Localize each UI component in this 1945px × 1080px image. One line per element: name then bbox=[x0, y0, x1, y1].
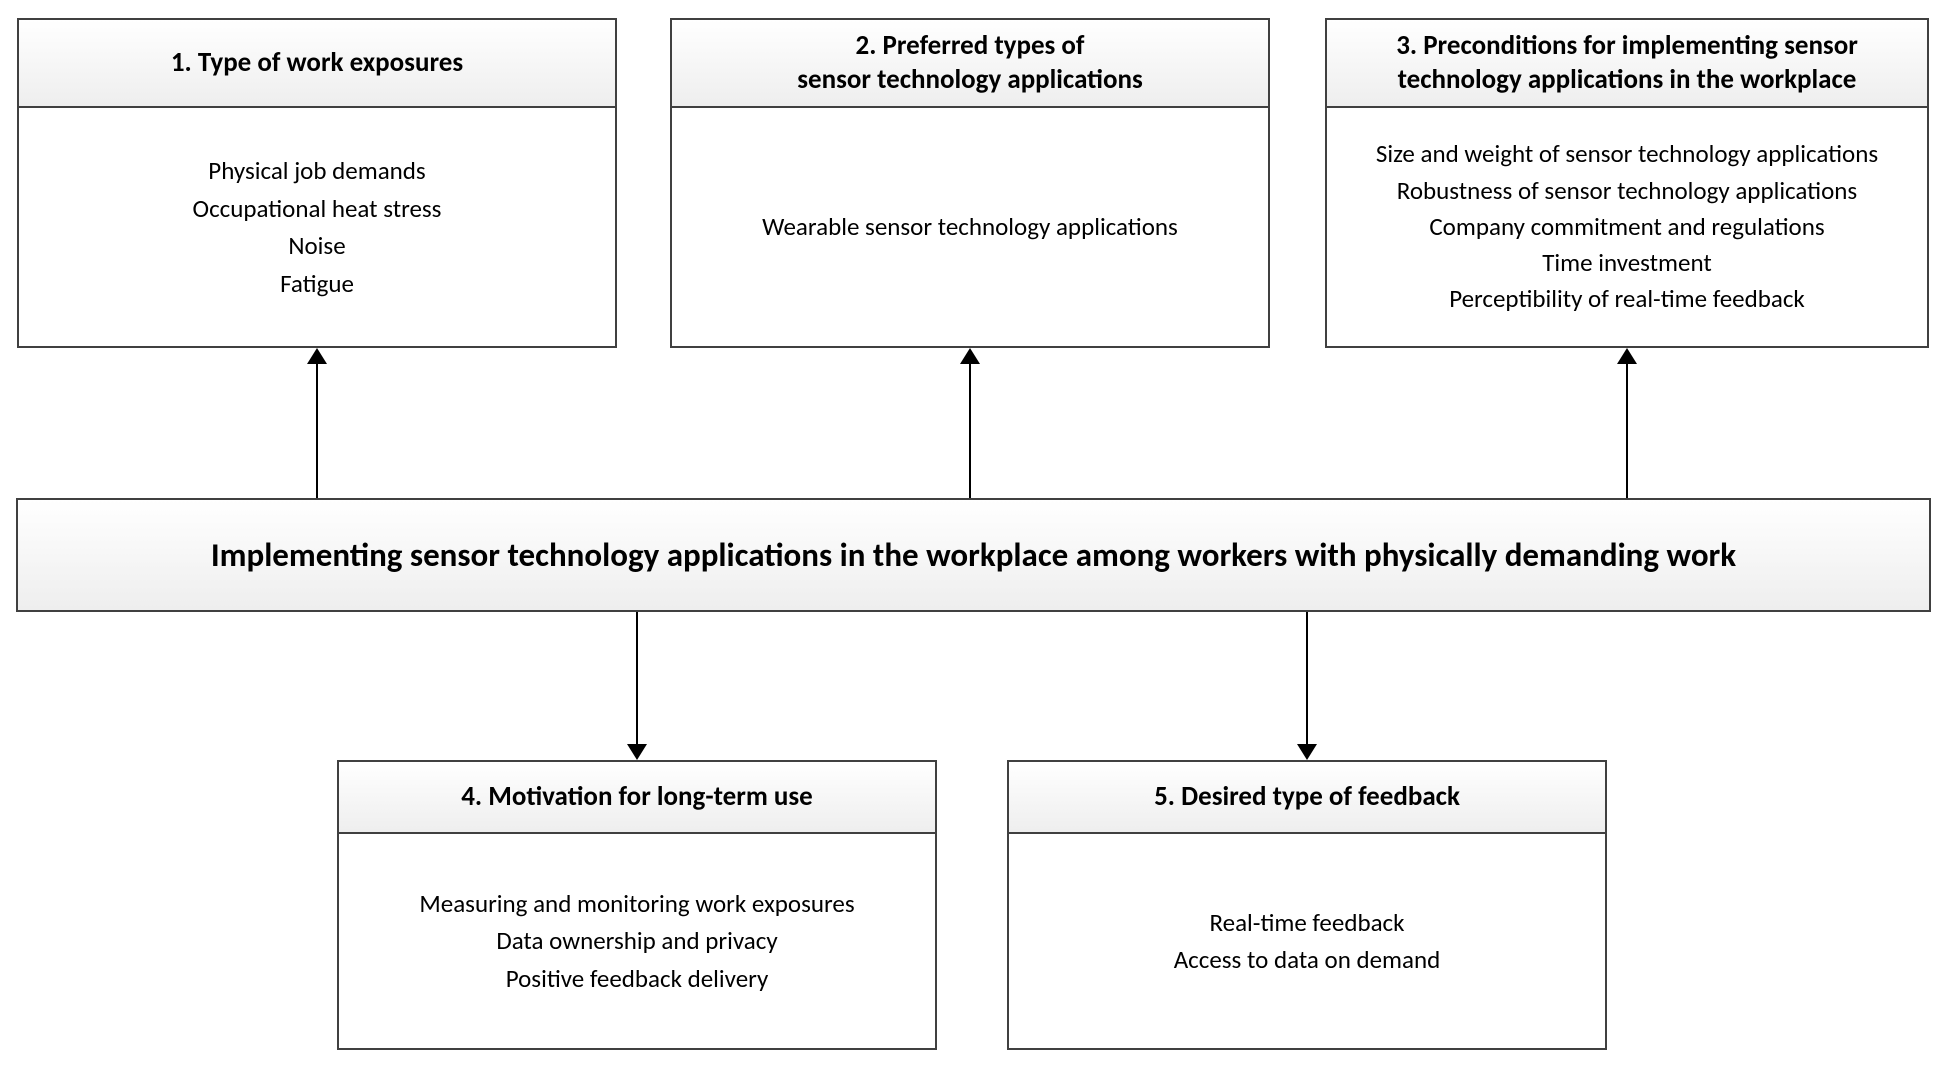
box1-item: Occupational heat stress bbox=[193, 190, 442, 228]
box1-body: Physical job demands Occupational heat s… bbox=[17, 108, 617, 348]
arrow-line bbox=[1306, 612, 1308, 744]
box5-item: Access to data on demand bbox=[1174, 941, 1441, 979]
box5-title: 5. Desired type of feedback bbox=[1154, 780, 1460, 814]
box1-item: Fatigue bbox=[280, 265, 354, 303]
arrow-down-icon bbox=[627, 744, 647, 760]
box3-item: Company commitment and regulations bbox=[1429, 209, 1824, 245]
box3-item: Size and weight of sensor technology app… bbox=[1376, 136, 1878, 172]
box3-body: Size and weight of sensor technology app… bbox=[1325, 108, 1929, 348]
box4-item: Measuring and monitoring work exposures bbox=[419, 885, 854, 923]
box3-title: 3. Preconditions for implementing sensor… bbox=[1396, 29, 1858, 97]
arrow-line bbox=[316, 364, 318, 498]
box2-title: 2. Preferred types of sensor technology … bbox=[797, 29, 1142, 97]
box1-title: 1. Type of work exposures bbox=[171, 46, 463, 80]
box5-body: Real-time feedback Access to data on dem… bbox=[1007, 834, 1607, 1050]
box4-body: Measuring and monitoring work exposures … bbox=[337, 834, 937, 1050]
center-box: Implementing sensor technology applicati… bbox=[16, 498, 1931, 612]
arrow-up-icon bbox=[960, 348, 980, 364]
arrow-line bbox=[1626, 364, 1628, 498]
arrow-down-icon bbox=[1297, 744, 1317, 760]
center-title: Implementing sensor technology applicati… bbox=[211, 535, 1736, 575]
box4-item: Data ownership and privacy bbox=[496, 922, 777, 960]
box3-item: Time investment bbox=[1542, 245, 1711, 281]
box1-item: Noise bbox=[288, 227, 345, 265]
box3-item: Robustness of sensor technology applicat… bbox=[1397, 173, 1857, 209]
box1-item: Physical job demands bbox=[208, 152, 425, 190]
box3-item: Perceptibility of real-time feedback bbox=[1449, 281, 1805, 317]
box3-header: 3. Preconditions for implementing sensor… bbox=[1325, 18, 1929, 108]
box4-header: 4. Motivation for long-term use bbox=[337, 760, 937, 834]
box4-title: 4. Motivation for long-term use bbox=[461, 780, 813, 814]
arrow-line bbox=[636, 612, 638, 744]
box1-header: 1. Type of work exposures bbox=[17, 18, 617, 108]
box5-item: Real-time feedback bbox=[1210, 904, 1405, 942]
box2-body: Wearable sensor technology applications bbox=[670, 108, 1270, 348]
box5-header: 5. Desired type of feedback bbox=[1007, 760, 1607, 834]
box2-item: Wearable sensor technology applications bbox=[762, 208, 1178, 246]
arrow-up-icon bbox=[1617, 348, 1637, 364]
arrow-line bbox=[969, 364, 971, 498]
box2-header: 2. Preferred types of sensor technology … bbox=[670, 18, 1270, 108]
box4-item: Positive feedback delivery bbox=[506, 960, 769, 998]
arrow-up-icon bbox=[307, 348, 327, 364]
